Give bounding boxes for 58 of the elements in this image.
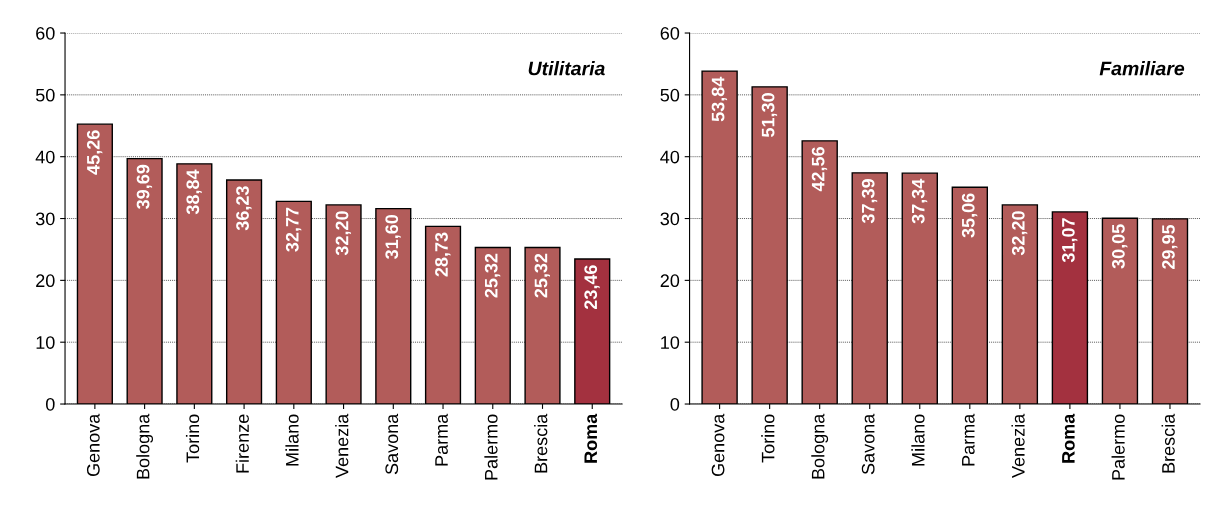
x-tick-label: Roma: [584, 413, 598, 463]
y-tick-label: 50: [35, 88, 55, 102]
data-label: 42,56: [811, 147, 828, 192]
data-label: 30,05: [1112, 224, 1128, 269]
data-label: 53,84: [711, 76, 728, 122]
x-tick-label: Palermo: [484, 414, 498, 480]
y-tick-label: 0: [670, 397, 680, 411]
data-label: 37,34: [911, 178, 928, 224]
data-label: 31,60: [385, 214, 401, 259]
y-tick-label: 20: [660, 274, 680, 288]
text: Familiare: [1099, 61, 1185, 76]
x-tick-label: Roma: [1062, 413, 1075, 463]
data-label: 39,69: [136, 164, 153, 209]
x-tick-label: Milano: [285, 414, 299, 466]
y-tick-label: 10: [661, 336, 680, 349]
data-label: 31,07: [1061, 218, 1078, 263]
data-label: 32,77: [285, 207, 302, 252]
text: Utilitaria: [528, 61, 605, 76]
x-tick-label: Bologna: [811, 413, 829, 479]
y-tick-label: 50: [660, 88, 680, 102]
data-label: 29,95: [1162, 224, 1178, 269]
x-tick-label: Venezia: [335, 413, 349, 478]
x-tick-label: Savona: [861, 413, 875, 475]
data-label: 23,46: [584, 265, 600, 310]
x-tick-label: Palermo: [1111, 414, 1125, 480]
data-label: 35,06: [961, 193, 978, 238]
x-tick-label: Bologna: [136, 413, 154, 479]
x-tick-label: Venezia: [1011, 413, 1025, 478]
data-label: 36,23: [236, 186, 252, 231]
x-tick-label: Firenze: [235, 414, 249, 473]
x-tick-label: Brescia: [1161, 413, 1175, 473]
data-label: 45,26: [86, 130, 103, 175]
y-tick-label: 60: [660, 26, 680, 40]
y-tick-label: 20: [36, 274, 55, 288]
x-tick-label: Milano: [911, 414, 925, 466]
data-label: 38,84: [186, 169, 202, 215]
x-tick-label: Genova: [86, 413, 100, 477]
data-label: 25,32: [534, 253, 550, 298]
x-tick-label: Parma: [435, 413, 448, 466]
x-tick-label: Genova: [711, 413, 725, 477]
data-label: 32,20: [335, 211, 352, 256]
y-tick-label: 40: [660, 150, 680, 164]
data-label: 32,20: [1011, 211, 1028, 256]
data-label: 25,32: [484, 253, 501, 298]
y-tick-label: 30: [660, 212, 680, 226]
data-label: 28,73: [435, 232, 451, 277]
x-tick-label: Parma: [962, 413, 975, 466]
y-tick-label: 30: [35, 212, 55, 226]
x-tick-label: Brescia: [534, 413, 548, 473]
y-tick-label: 0: [45, 397, 55, 411]
y-tick-label: 40: [35, 150, 55, 164]
data-label: 37,39: [861, 179, 878, 224]
x-tick-label: Savona: [385, 413, 399, 475]
x-tick-label: Torino: [185, 414, 200, 463]
x-tick-label: Torino: [761, 414, 775, 463]
y-tick-label: 10: [36, 336, 55, 349]
y-tick-label: 60: [36, 26, 55, 40]
data-label: 51,30: [761, 93, 778, 137]
